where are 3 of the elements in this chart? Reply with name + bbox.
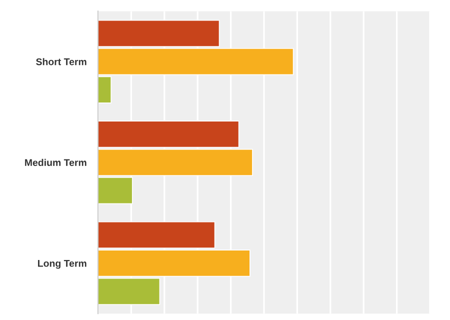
y-tick-label: Long Term [38, 260, 86, 269]
y-tick-label: Short Term [36, 58, 86, 66]
y-tick-label: Medium Term [25, 158, 86, 166]
